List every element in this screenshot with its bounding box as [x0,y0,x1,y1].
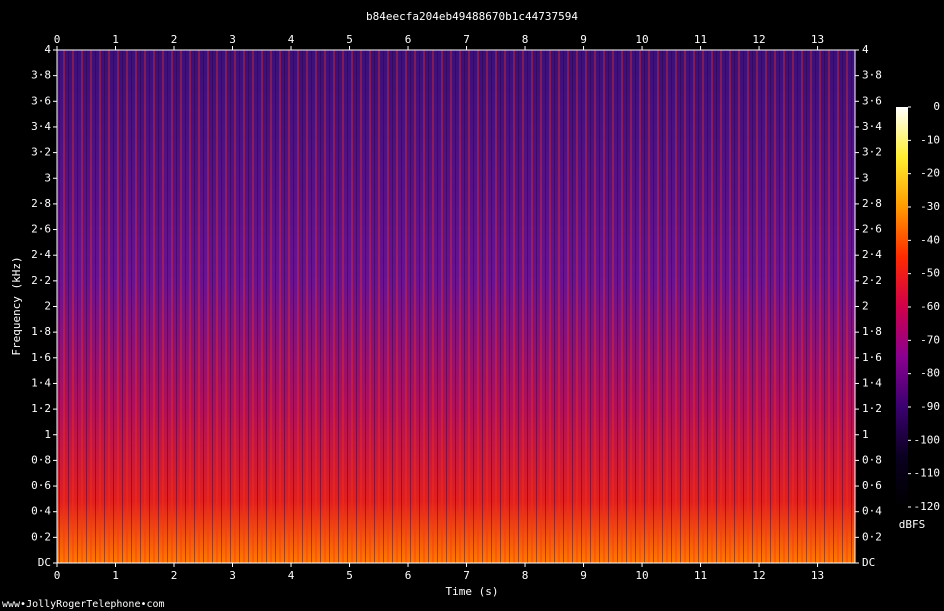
spectrogram-texture [57,50,855,563]
y-tick-label: 4 [44,43,51,56]
x-tick-label: 6 [405,33,412,46]
y-tick-label: 3·4 [862,120,882,133]
x-tick-label: 5 [346,569,353,582]
y-tick-label: 0·6 [31,479,51,492]
y-tick-label: 1 [44,428,51,441]
y-tick-label: 3·2 [862,146,882,159]
y-tick-label: 3·6 [31,94,51,107]
y-tick-label: 0·6 [862,479,882,492]
colorbar-label: dBFS [899,518,926,531]
x-tick-label: 5 [346,33,353,46]
colorbar-tick-label: -50 [920,267,940,280]
credit: www•JollyRogerTelephone•com [2,599,165,610]
x-axis-label: Time (s) [446,585,499,598]
y-tick-label: 0·2 [862,530,882,543]
chart-title: b84eecfa204eb49488670b1c44737594 [366,10,578,23]
x-tick-label: 11 [694,569,707,582]
y-tick-label: 0·8 [862,453,882,466]
y-tick-label: 1 [862,428,869,441]
y-tick-label: 1·8 [31,325,51,338]
y-tick-label: 1·4 [862,376,882,389]
x-tick-label: 11 [694,33,707,46]
y-tick-label: 3 [44,171,51,184]
colorbar-tick-label: -90 [920,400,940,413]
y-axis-label: Frequency (kHz) [10,256,23,355]
y-tick-label: 3·8 [31,69,51,82]
x-tick-label: 0 [54,33,61,46]
colorbar-tick-label: -60 [920,300,940,313]
y-tick-label: 4 [862,43,869,56]
x-tick-label: 3 [229,569,236,582]
colorbar-tick-label: -120 [914,500,941,513]
colorbar-tick-label: -30 [920,200,940,213]
colorbar-tick-label: 0 [933,100,940,113]
y-tick-label: 3·2 [31,146,51,159]
colorbar-tick-label: -80 [920,367,940,380]
y-tick-label: 2·6 [31,223,51,236]
colorbar-tick-label: -100 [914,433,941,446]
y-tick-label: 1·2 [862,402,882,415]
x-tick-label: 13 [811,33,824,46]
y-tick-label: 1·4 [31,376,51,389]
y-tick-label: 2·6 [862,223,882,236]
x-tick-label: 9 [580,569,587,582]
x-tick-label: 12 [752,33,765,46]
x-tick-label: 9 [580,33,587,46]
x-tick-label: 6 [405,569,412,582]
y-tick-label: 2·8 [31,197,51,210]
x-tick-label: 13 [811,569,824,582]
y-tick-label: 0·2 [31,530,51,543]
x-tick-label: 2 [171,569,178,582]
y-tick-label: 0·8 [31,453,51,466]
colorbar-tick-label: -20 [920,167,940,180]
colorbar-tick-label: -40 [920,233,940,246]
x-tick-label: 8 [522,33,529,46]
y-tick-label: DC [38,556,51,569]
x-tick-label: 3 [229,33,236,46]
y-tick-label: 0·4 [862,505,882,518]
x-tick-label: 7 [463,569,470,582]
x-tick-label: 4 [288,33,295,46]
y-tick-label: 2·8 [862,197,882,210]
x-tick-label: 2 [171,33,178,46]
x-tick-label: 10 [635,33,648,46]
y-tick-label: 2·2 [31,274,51,287]
colorbar-tick-label: -10 [920,133,940,146]
y-tick-label: 3·6 [862,94,882,107]
y-tick-label: 1·6 [31,351,51,364]
y-tick-label: 2·4 [862,248,882,261]
y-tick-label: 3 [862,171,869,184]
colorbar-tick-label: -70 [920,333,940,346]
y-tick-label: 1·2 [31,402,51,415]
y-tick-label: 1·8 [862,325,882,338]
y-tick-label: 3·4 [31,120,51,133]
x-tick-label: 8 [522,569,529,582]
x-tick-label: 0 [54,569,61,582]
x-tick-label: 12 [752,569,765,582]
y-tick-label: 2 [44,300,51,313]
x-tick-label: 1 [112,569,119,582]
x-tick-label: 4 [288,569,295,582]
y-tick-label: DC [862,556,875,569]
colorbar-tick-label: -110 [914,467,941,480]
y-tick-label: 2·4 [31,248,51,261]
x-tick-label: 7 [463,33,470,46]
y-tick-label: 1·6 [862,351,882,364]
x-tick-label: 1 [112,33,119,46]
y-tick-label: 2 [862,300,869,313]
colorbar [896,107,908,507]
y-tick-label: 0·4 [31,505,51,518]
y-tick-label: 2·2 [862,274,882,287]
x-tick-label: 10 [635,569,648,582]
y-tick-label: 3·8 [862,69,882,82]
